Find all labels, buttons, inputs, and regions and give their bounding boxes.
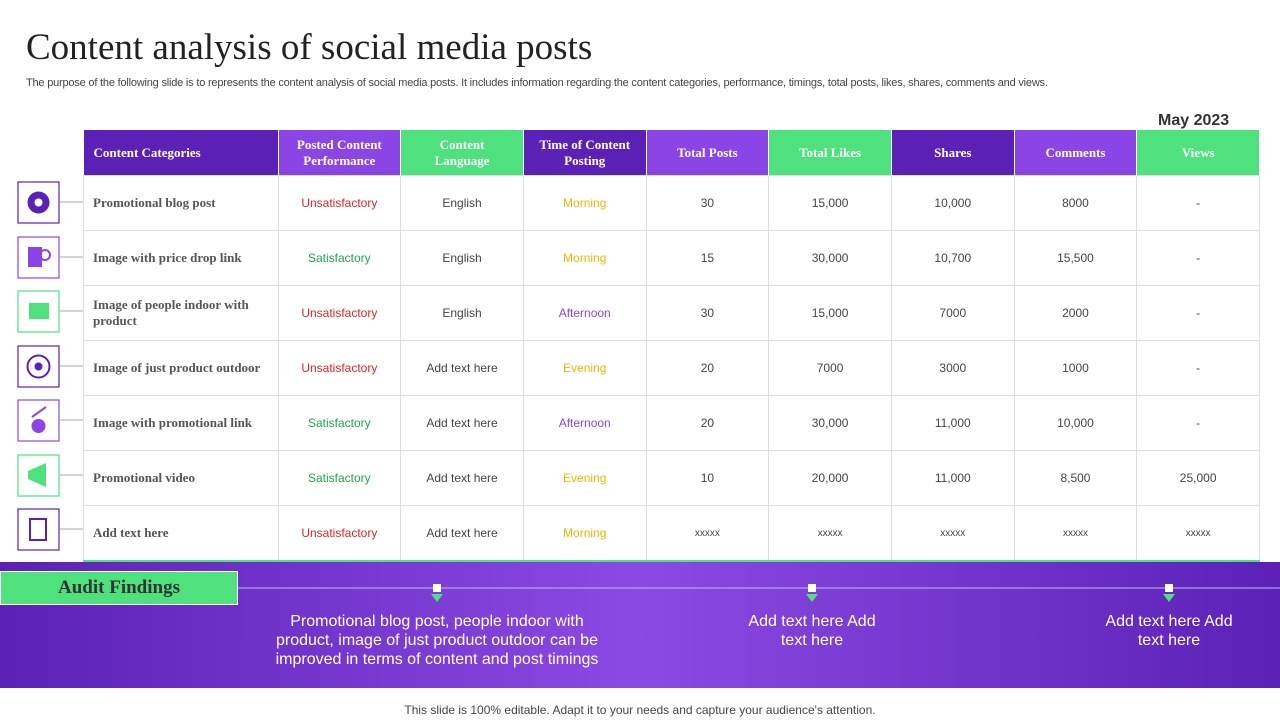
- column-header: Comments: [1014, 130, 1138, 176]
- title: Content analysis of social media posts: [26, 27, 593, 68]
- table-row: Image with promotional link Satisfactory A…: [83, 395, 1260, 451]
- column-header: Content Language: [400, 130, 524, 176]
- cell: English: [400, 175, 524, 231]
- header-row: Content Categories Posted Content Perform…: [83, 130, 1260, 176]
- cell: Add text here: [400, 450, 524, 506]
- cell: Evening: [522, 340, 647, 396]
- cell: 30,000: [768, 395, 892, 451]
- cell: Satisfactory: [277, 395, 402, 451]
- cell: Afternoon: [522, 395, 647, 451]
- column-header: Shares: [891, 130, 1015, 176]
- category-cell: Image of people indoor with product: [83, 285, 279, 341]
- table-row: Add text here Unsatisfactory Add text here…: [83, 505, 1260, 562]
- cell: -: [1136, 340, 1260, 396]
- category-cell: Promotional video: [83, 450, 279, 506]
- column-header: Time of Content Posting: [523, 130, 647, 176]
- column-header: Posted Content Performance: [278, 130, 402, 176]
- category-cell: Image of just product outdoor: [83, 340, 279, 396]
- cell: -: [1136, 285, 1260, 341]
- row-icons: [17, 181, 83, 551]
- table-row: Promotional video Satisfactory Add text he…: [83, 450, 1260, 506]
- cell: 15,000: [768, 285, 892, 341]
- cell: 10,700: [890, 230, 1015, 286]
- cell: 25,000: [1136, 450, 1260, 506]
- cell: Unsatisfactory: [277, 505, 402, 562]
- analysis-table: Content Categories Posted Content Perform…: [83, 130, 1260, 562]
- category-cell: Promotional blog post: [83, 175, 279, 231]
- cell: Add text here: [400, 340, 524, 396]
- cell: 15: [645, 230, 770, 286]
- cell: 8,500: [1013, 450, 1138, 506]
- audit-label: Audit Findings: [0, 571, 238, 605]
- table-row: Image of just product outdoor Unsatisfact…: [83, 340, 1260, 396]
- cell: 10,000: [890, 175, 1015, 231]
- finding: Add text here Add text here: [1105, 613, 1233, 649]
- audit-connector: [238, 584, 1280, 602]
- cell: xxxxx: [1013, 505, 1138, 562]
- cell: 1000: [1013, 340, 1138, 396]
- cell: xxxxx: [1136, 505, 1260, 562]
- column-header: Content Categories: [83, 130, 279, 176]
- date: May 2023: [1158, 112, 1230, 129]
- cell: 15,500: [1013, 230, 1138, 286]
- cell: Morning: [522, 505, 647, 562]
- table-row: Image with price drop link Satisfactory En…: [83, 230, 1260, 286]
- cell: 10,000: [1013, 395, 1138, 451]
- subtitle: The purpose of the following slide is to…: [26, 77, 1048, 89]
- cell: Evening: [522, 450, 647, 506]
- table-body: Promotional blog post Unsatisfactory Engli…: [83, 175, 1260, 562]
- cell: 30,000: [768, 230, 892, 286]
- cell: 3000: [890, 340, 1015, 396]
- cell: Satisfactory: [277, 230, 402, 286]
- cell: 8000: [1013, 175, 1138, 231]
- cell: -: [1136, 395, 1260, 451]
- category-cell: Add text here: [83, 505, 279, 562]
- finding: Promotional blog post, people indoor wit…: [275, 613, 599, 668]
- cell: Afternoon: [522, 285, 647, 341]
- cell: 11,000: [890, 395, 1015, 451]
- cell: Add text here: [400, 505, 524, 562]
- finding: Add text here Add text here: [748, 613, 876, 649]
- category-cell: Image with promotional link: [83, 395, 279, 451]
- category-cell: Image with price drop link: [83, 230, 279, 286]
- cell: -: [1136, 230, 1260, 286]
- cell: -: [1136, 175, 1260, 231]
- cell: 20: [645, 395, 770, 451]
- cell: English: [400, 230, 524, 286]
- cell: 30: [645, 175, 770, 231]
- table-row: Promotional blog post Unsatisfactory Engli…: [83, 175, 1260, 231]
- cell: Morning: [522, 175, 647, 231]
- cell: English: [400, 285, 524, 341]
- footer: This slide is 100% editable. Adapt it to…: [404, 703, 876, 717]
- table-row: Image of people indoor with product Unsat…: [83, 285, 1260, 341]
- cell: xxxxx: [768, 505, 892, 562]
- cell: 2000: [1013, 285, 1138, 341]
- cell: Unsatisfactory: [277, 285, 402, 341]
- column-header: Total Posts: [646, 130, 770, 176]
- cell: xxxxx: [890, 505, 1015, 562]
- cell: 20,000: [768, 450, 892, 506]
- cell: xxxxx: [645, 505, 770, 562]
- cell: 11,000: [890, 450, 1015, 506]
- cell: 20: [645, 340, 770, 396]
- cell: Satisfactory: [277, 450, 402, 506]
- cell: 7000: [890, 285, 1015, 341]
- cell: Unsatisfactory: [277, 340, 402, 396]
- cell: 15,000: [768, 175, 892, 231]
- cell: 30: [645, 285, 770, 341]
- cell: Morning: [522, 230, 647, 286]
- column-header: Total Likes: [768, 130, 892, 176]
- column-header: Views: [1136, 130, 1260, 176]
- cell: Unsatisfactory: [277, 175, 402, 231]
- cell: 7000: [768, 340, 892, 396]
- cell: 10: [645, 450, 770, 506]
- cell: Add text here: [400, 395, 524, 451]
